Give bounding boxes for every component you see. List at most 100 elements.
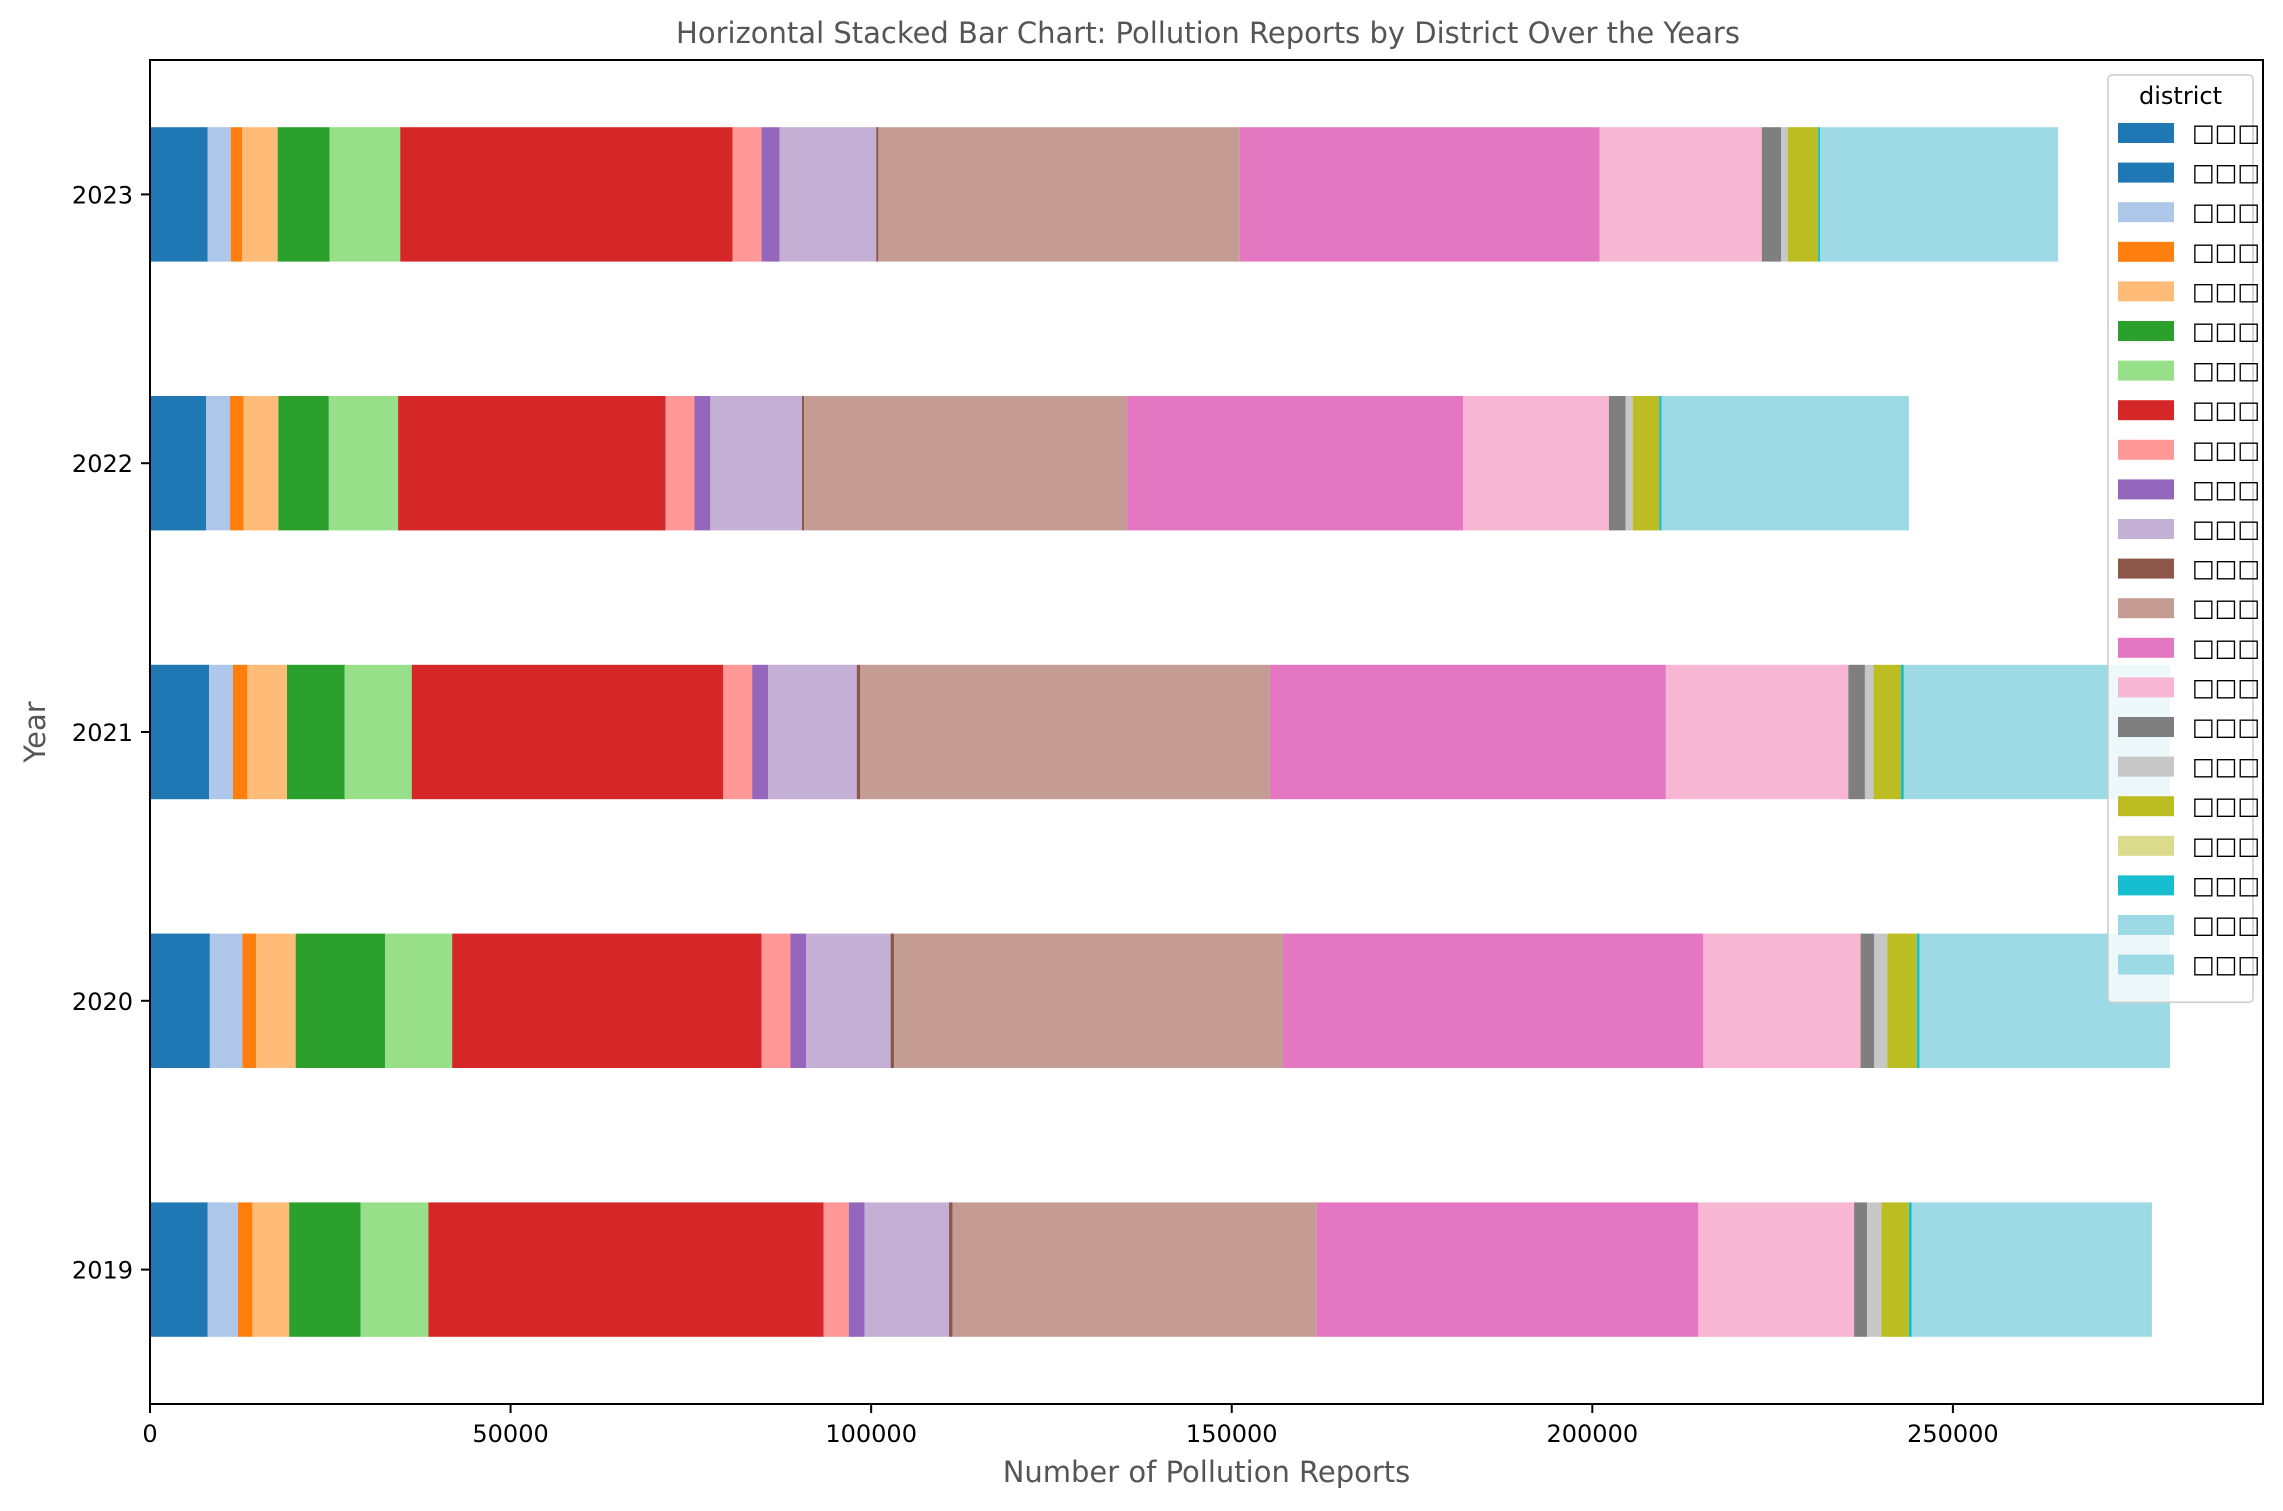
bar-segment-2019-9 bbox=[848, 1202, 865, 1337]
bar-segment-2021-4 bbox=[247, 664, 288, 800]
legend-swatch bbox=[2118, 479, 2174, 500]
bar-segment-2020-8 bbox=[761, 933, 791, 1068]
legend-title: district bbox=[2139, 82, 2222, 110]
y-tick-label: 2021 bbox=[72, 719, 133, 747]
bar-segment-2019-14 bbox=[1698, 1202, 1855, 1337]
bar-segment-2020-14 bbox=[1703, 933, 1861, 1068]
legend-swatch bbox=[2118, 915, 2174, 935]
bar-segment-2022-4 bbox=[243, 396, 279, 531]
legend-entry-label: □□□ bbox=[2192, 277, 2260, 305]
legend-swatch bbox=[2118, 162, 2174, 183]
bar-segment-2023-2 bbox=[207, 127, 231, 262]
bar-segment-2021-3 bbox=[232, 664, 248, 800]
bar-segment-2021-16 bbox=[1864, 664, 1874, 800]
bar-segment-2021-9 bbox=[752, 664, 769, 800]
bar-segment-2020-12 bbox=[894, 933, 1283, 1068]
legend-entry-label: □□□ bbox=[2192, 792, 2260, 820]
y-tick-label: 2022 bbox=[72, 450, 133, 478]
legend-entry-label: □□□ bbox=[2192, 515, 2260, 543]
bar-segment-2022-14 bbox=[1463, 396, 1609, 531]
bar-segment-2020-0 bbox=[150, 933, 210, 1068]
bar-segment-2021-5 bbox=[287, 664, 345, 800]
bar-segment-2023-15 bbox=[1761, 127, 1782, 262]
legend-entry-label: □□□ bbox=[2192, 198, 2260, 226]
bar-segment-2022-9 bbox=[694, 396, 711, 531]
legend-entry-label: □□□ bbox=[2192, 238, 2260, 266]
legend-entry-label: □□□ bbox=[2192, 396, 2260, 424]
bar-segment-2020-4 bbox=[256, 933, 296, 1068]
bar-segment-2019-16 bbox=[1867, 1202, 1882, 1337]
bar-segment-2023-12 bbox=[878, 127, 1240, 262]
bar-segment-2021-12 bbox=[860, 664, 1270, 800]
bar-segment-2023-11 bbox=[876, 127, 879, 262]
legend-swatch bbox=[2118, 756, 2174, 777]
bar-segment-2019-7 bbox=[428, 1202, 824, 1337]
bar-segment-2021-2 bbox=[209, 664, 233, 800]
x-axis-label: Number of Pollution Reports bbox=[1003, 1455, 1411, 1489]
legend-swatch bbox=[2118, 717, 2174, 737]
bar-segment-2019-10 bbox=[864, 1202, 950, 1337]
bar-segment-2020-3 bbox=[242, 933, 257, 1068]
legend-swatch bbox=[2118, 202, 2174, 223]
legend-swatch bbox=[2118, 558, 2174, 579]
bar-segment-2021-6 bbox=[344, 664, 412, 800]
x-tick-label: 200000 bbox=[1547, 1420, 1639, 1448]
bar-segment-2022-0 bbox=[150, 396, 207, 531]
bar-segment-2022-5 bbox=[278, 396, 329, 531]
bar-segment-2019-13 bbox=[1316, 1202, 1699, 1337]
bar-segment-2023-10 bbox=[779, 127, 877, 262]
bar-segment-2023-3 bbox=[230, 127, 243, 262]
bar-segment-2023-9 bbox=[761, 127, 780, 262]
bar-segment-2021-15 bbox=[1848, 664, 1865, 800]
bar-segment-2020-16 bbox=[1874, 933, 1888, 1068]
bar-segment-2021-11 bbox=[856, 664, 861, 800]
legend-swatch bbox=[2118, 677, 2174, 698]
bar-segment-2019-8 bbox=[823, 1202, 849, 1337]
legend-swatch bbox=[2118, 123, 2174, 143]
legend-entry-label: □□□ bbox=[2192, 832, 2260, 860]
x-tick-label: 0 bbox=[142, 1420, 157, 1448]
bar-segment-2021-7 bbox=[411, 664, 724, 800]
legend-entry-label: □□□ bbox=[2192, 119, 2260, 147]
bar-segment-2021-17 bbox=[1873, 664, 1901, 800]
bar-segment-2022-7 bbox=[398, 396, 666, 531]
bar-segment-2020-15 bbox=[1860, 933, 1875, 1068]
bar-segment-2023-6 bbox=[329, 127, 401, 262]
x-tick-label: 150000 bbox=[1186, 1420, 1278, 1448]
bar-segment-2022-15 bbox=[1608, 396, 1626, 531]
bar-segment-2021-0 bbox=[150, 664, 210, 800]
legend-entry-label: □□□ bbox=[2192, 871, 2260, 899]
bar-segment-2023-13 bbox=[1239, 127, 1600, 262]
bar-segment-2021-19 bbox=[1900, 664, 1904, 800]
bar-segment-2023-0 bbox=[150, 127, 208, 262]
bar-segment-2022-8 bbox=[665, 396, 695, 531]
bar-segment-2021-14 bbox=[1665, 664, 1849, 800]
legend-entry-label: □□□ bbox=[2192, 357, 2260, 385]
legend-swatch bbox=[2118, 598, 2174, 619]
bar-segment-2019-6 bbox=[360, 1202, 429, 1337]
bar-segment-2020-5 bbox=[295, 933, 386, 1068]
legend-swatch bbox=[2118, 875, 2174, 896]
legend: district □□□ □□□ □□□ □□□ □□□ □□□ □□□ □□□ □□□ □□□ □□… bbox=[2107, 74, 2260, 1003]
legend-swatch bbox=[2118, 281, 2174, 302]
bar-segment-2020-7 bbox=[452, 933, 762, 1068]
chart-title: Horizontal Stacked Bar Chart: Pollution … bbox=[676, 16, 1740, 50]
bar-segment-2022-17 bbox=[1632, 396, 1660, 531]
x-axis: 0 50000 100000 150000 200000 250000 bbox=[142, 1404, 1999, 1448]
legend-entry-label: □□□ bbox=[2192, 159, 2260, 187]
legend-entry-label: □□□ bbox=[2192, 475, 2260, 503]
bars-group bbox=[150, 127, 2170, 1337]
bar-segment-2020-11 bbox=[890, 933, 895, 1068]
bar-segment-2019-17 bbox=[1881, 1202, 1909, 1337]
bar-segment-2019-5 bbox=[289, 1202, 361, 1337]
bar-segment-2023-17 bbox=[1787, 127, 1819, 262]
legend-swatch bbox=[2118, 519, 2174, 539]
bar-segment-2020-6 bbox=[385, 933, 453, 1068]
bar-segment-2022-6 bbox=[328, 396, 399, 531]
legend-entry-label: □□□ bbox=[2192, 951, 2260, 979]
bar-segment-2020-13 bbox=[1282, 933, 1704, 1068]
bar-segment-2023-5 bbox=[277, 127, 330, 262]
legend-entry-label: □□□ bbox=[2192, 594, 2260, 622]
bar-segment-2023-20 bbox=[1820, 127, 2059, 262]
bar-segment-2023-19 bbox=[1818, 127, 1821, 262]
